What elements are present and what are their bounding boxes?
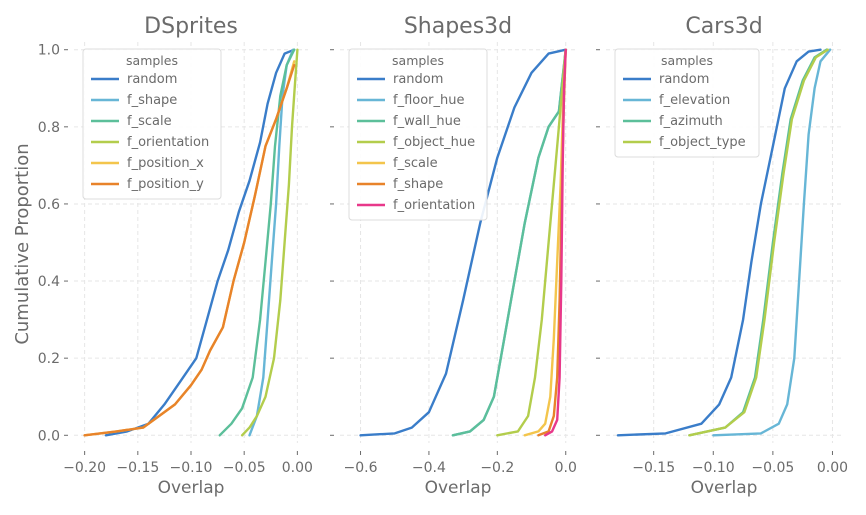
- legend-title: samples: [392, 53, 444, 68]
- x-tick-label: −0.15: [632, 460, 675, 476]
- x-tick-label: −0.05: [223, 460, 266, 476]
- x-tick-label: −0.15: [116, 460, 159, 476]
- legend: samples random f_floor_hue f_wall_hue f_obje…: [348, 48, 488, 221]
- series-line-random: [104, 48, 296, 437]
- legend-label-random: random: [393, 72, 443, 87]
- legend-title: samples: [661, 53, 713, 68]
- x-tick-label: −0.20: [63, 460, 106, 476]
- legend-title: samples: [126, 53, 178, 68]
- series-line-f-orientation: [544, 48, 567, 437]
- series-line-f-object-type: [688, 48, 829, 437]
- series-line-f-position-y: [83, 63, 296, 437]
- legend-box: [614, 48, 760, 158]
- x-tick-label: −0.4: [412, 460, 446, 476]
- legend-label-f-position-y: f_position_y: [127, 177, 204, 192]
- series-line-f-scale: [218, 48, 296, 437]
- series-line-f-wall-hue: [451, 48, 567, 437]
- legend-label-f-shape: f_shape: [393, 177, 443, 192]
- subplot-title: Cars3d: [685, 14, 762, 39]
- x-axis-label: Overlap: [691, 478, 758, 498]
- x-tick-label: 0.0: [555, 460, 577, 476]
- legend: samples random f_elevation f_azimuth f_objec…: [614, 48, 760, 158]
- legend-label-f-orientation: f_orientation: [393, 198, 475, 213]
- subplot-dsprites: −0.20 −0.15 −0.10 −0.05 0.00 0.0 0.2 0.4 0.6 0.8 1…: [38, 14, 313, 498]
- legend-label-f-object-type: f_object_type: [659, 135, 746, 150]
- y-tick-label: 0.6: [38, 197, 60, 213]
- series-line-f-shape: [248, 48, 295, 437]
- legend-label-f-floor-hue: f_floor_hue: [393, 93, 465, 108]
- y-tick-label: 0.8: [38, 120, 60, 136]
- y-tick-label: 0.4: [38, 274, 60, 290]
- subplot-title: DSprites: [144, 14, 238, 39]
- x-tick-label: −0.10: [170, 460, 213, 476]
- y-tick-label: 1.0: [38, 43, 60, 59]
- x-tick-label: 0.00: [817, 460, 848, 476]
- legend-label-f-position-x: f_position_x: [127, 156, 204, 171]
- legend-label-f-scale: f_scale: [127, 114, 172, 129]
- x-tick-label: −0.05: [751, 460, 794, 476]
- y-tick-label: 0.2: [38, 351, 60, 367]
- series-line-f-object-hue: [496, 48, 567, 437]
- legend-label-f-elevation: f_elevation: [659, 93, 730, 108]
- legend-label-random: random: [127, 72, 177, 87]
- legend-label-f-azimuth: f_azimuth: [659, 114, 723, 129]
- series-line-random: [359, 48, 567, 437]
- x-tick-label: −0.10: [692, 460, 735, 476]
- legend-label-random: random: [659, 72, 709, 87]
- subplot-cars3d: −0.15 −0.10 −0.05 0.00 Cars3d Overlap samples r…: [596, 14, 848, 498]
- legend-label-f-scale: f_scale: [393, 156, 438, 171]
- subplot-shapes3d: −0.6 −0.4 −0.2 0.0 Shapes3d Overlap samples ran…: [330, 14, 577, 498]
- series-line-f-elevation: [712, 48, 832, 437]
- x-tick-label: 0.00: [282, 460, 313, 476]
- legend: samples random f_shape f_scale f_orientation…: [82, 48, 222, 200]
- y-axis-label: Cumulative Proportion: [12, 143, 33, 344]
- legend-label-f-object-hue: f_object_hue: [393, 135, 475, 150]
- legend-label-f-shape: f_shape: [127, 93, 177, 108]
- legend-box: [348, 48, 488, 221]
- series-line-f-orientation: [240, 48, 299, 437]
- x-tick-label: −0.6: [344, 460, 378, 476]
- y-tick-label: 0.0: [38, 428, 60, 444]
- x-tick-label: −0.2: [480, 460, 514, 476]
- subplot-title: Shapes3d: [404, 14, 512, 39]
- legend-label-f-orientation: f_orientation: [127, 135, 209, 150]
- x-axis-label: Overlap: [158, 478, 225, 498]
- series-line-random: [616, 48, 822, 437]
- legend-box: [82, 48, 222, 200]
- legend-label-f-wall-hue: f_wall_hue: [393, 114, 461, 129]
- x-axis-label: Overlap: [425, 478, 492, 498]
